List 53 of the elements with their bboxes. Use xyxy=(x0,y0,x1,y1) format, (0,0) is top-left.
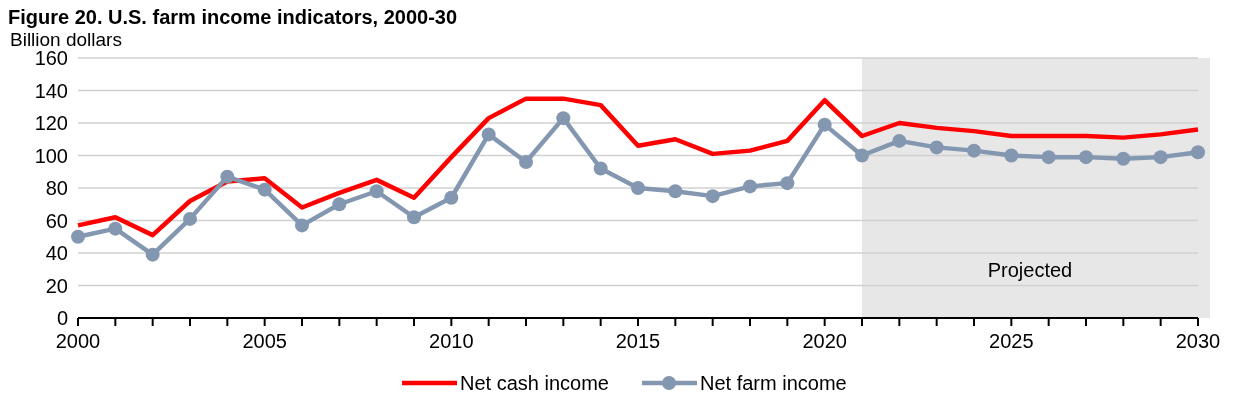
x-tick-label: 2000 xyxy=(55,330,101,352)
point xyxy=(145,247,160,262)
point xyxy=(1004,148,1019,163)
line-series xyxy=(75,96,1201,238)
legend-label: Net farm income xyxy=(700,372,847,394)
y-tick-label: 100 xyxy=(34,144,68,167)
point xyxy=(631,181,645,195)
point xyxy=(369,184,384,199)
x-tick-label: 2010 xyxy=(429,330,474,352)
point xyxy=(183,211,197,226)
x-tick-label: 2025 xyxy=(989,330,1034,352)
point xyxy=(257,182,272,197)
point xyxy=(556,111,571,126)
point xyxy=(780,176,795,191)
point xyxy=(220,169,235,184)
point xyxy=(743,179,757,194)
point xyxy=(71,229,85,244)
point xyxy=(407,210,421,225)
point xyxy=(1191,145,1205,160)
y-axis-title: Billion dollars xyxy=(10,29,122,50)
chart-title: Figure 20. U.S. farm income indicators, 2000-30 xyxy=(8,6,458,28)
point xyxy=(481,127,496,142)
y-tick-label: 40 xyxy=(45,242,68,264)
point xyxy=(332,197,347,212)
y-tick-label: 80 xyxy=(45,177,68,199)
x-tick-label: 2020 xyxy=(802,330,847,352)
point xyxy=(705,189,720,204)
point xyxy=(1041,150,1056,165)
x-tick-label: 2015 xyxy=(615,330,661,352)
y-tick-label: 0 xyxy=(56,307,68,329)
y-tick-label: 120 xyxy=(34,112,68,134)
point xyxy=(817,117,832,132)
point xyxy=(1116,151,1131,166)
point xyxy=(295,218,309,233)
x-tick-label: 2030 xyxy=(1175,330,1221,352)
point xyxy=(444,190,459,205)
point xyxy=(967,143,981,158)
y-tick-label: 20 xyxy=(45,274,68,297)
band-label: Projected xyxy=(987,259,1073,282)
point xyxy=(855,148,869,163)
y-tick-label: 140 xyxy=(34,79,68,102)
point xyxy=(593,161,608,176)
y-tick-label: 160 xyxy=(34,47,68,69)
x-tick-label: 2005 xyxy=(242,330,287,352)
point xyxy=(1079,150,1093,165)
point xyxy=(892,133,907,148)
point xyxy=(668,184,683,199)
point xyxy=(519,155,533,169)
point xyxy=(929,140,944,155)
point xyxy=(108,221,123,236)
y-tick-label: 60 xyxy=(45,209,68,232)
legend-label: Net cash income xyxy=(460,372,609,394)
point xyxy=(1153,150,1168,165)
